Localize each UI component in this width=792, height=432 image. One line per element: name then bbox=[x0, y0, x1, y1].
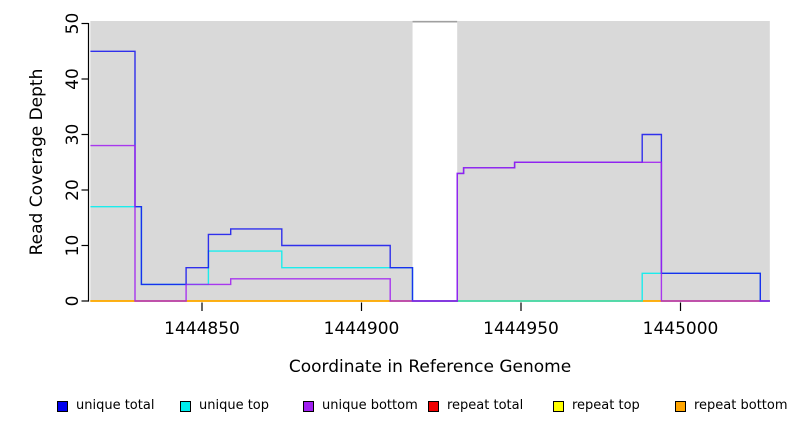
series-layer bbox=[90, 50, 770, 302]
y-tick-label: 50 bbox=[63, 13, 83, 35]
legend-item-repeat-bottom: repeat bottom bbox=[675, 397, 788, 415]
series-line-unique-bottom bbox=[90, 144, 770, 302]
series-line-unique-total bbox=[90, 50, 770, 302]
y-tick-label: 20 bbox=[63, 179, 83, 201]
plot-background-region bbox=[90, 21, 413, 302]
legend-label: unique bottom bbox=[322, 398, 418, 413]
legend-label: unique top bbox=[199, 398, 270, 413]
axes-layer: 0 10 20 30 40 50 1444850 1444900 1444950 1445000 bbox=[63, 13, 718, 339]
plot-background-region bbox=[457, 21, 770, 302]
legend-swatch-unique-top bbox=[180, 400, 191, 412]
legend-swatch-unique-total bbox=[57, 400, 68, 412]
legend-label: repeat total bbox=[447, 398, 524, 413]
legend-item-unique-total: unique total bbox=[57, 397, 154, 415]
x-axis-title: Coordinate in Reference Genome bbox=[289, 357, 571, 377]
y-tick-label: 40 bbox=[63, 68, 83, 90]
y-tick-label: 0 bbox=[63, 296, 83, 307]
y-axis-title: Read Coverage Depth bbox=[27, 69, 47, 256]
legend-swatch-repeat-total bbox=[428, 400, 439, 412]
legend-item-unique-top: unique top bbox=[180, 397, 269, 415]
legend: unique total unique top unique bottom repea… bbox=[0, 397, 792, 419]
legend-item-repeat-total: repeat total bbox=[428, 397, 523, 415]
x-tick-label: 1444950 bbox=[483, 319, 559, 339]
legend-label: unique total bbox=[76, 398, 155, 413]
x-tick-label: 1444850 bbox=[164, 319, 240, 339]
x-tick-label: 1444900 bbox=[324, 319, 400, 339]
legend-label: repeat top bbox=[572, 398, 640, 413]
legend-item-repeat-top: repeat top bbox=[553, 397, 640, 415]
y-tick-label: 30 bbox=[63, 124, 83, 146]
plot-background-layer bbox=[90, 20, 770, 302]
x-tick-label: 1445000 bbox=[643, 319, 719, 339]
legend-label: repeat bottom bbox=[694, 398, 788, 413]
legend-swatch-unique-bottom bbox=[303, 400, 314, 412]
y-tick-label: 10 bbox=[63, 235, 83, 257]
legend-item-unique-bottom: unique bottom bbox=[303, 397, 418, 415]
legend-swatch-repeat-bottom bbox=[675, 400, 686, 412]
legend-swatch-repeat-top bbox=[553, 400, 564, 412]
